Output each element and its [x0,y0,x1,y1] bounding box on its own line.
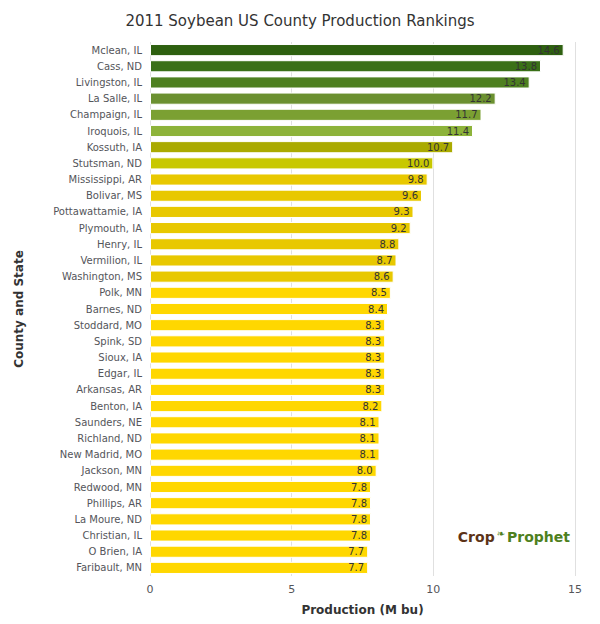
svg-text:8.1: 8.1 [360,417,376,428]
svg-text:Benton, IA: Benton, IA [90,401,142,412]
svg-text:Production (M bu): Production (M bu) [301,603,423,617]
svg-text:0: 0 [147,583,154,596]
svg-text:Stoddard, MO: Stoddard, MO [74,320,142,331]
svg-text:O Brien, IA: O Brien, IA [89,546,143,557]
svg-text:Crop: Crop [458,529,495,545]
svg-text:7.8: 7.8 [351,498,367,509]
svg-text:Redwood, MN: Redwood, MN [74,482,142,493]
svg-text:10.0: 10.0 [407,158,429,169]
svg-text:Bolivar, MS: Bolivar, MS [86,190,142,201]
svg-text:8.1: 8.1 [360,433,376,444]
svg-text:Christian, IL: Christian, IL [83,530,143,541]
svg-text:8.3: 8.3 [365,336,381,347]
svg-text:8.3: 8.3 [365,384,381,395]
svg-text:7.8: 7.8 [351,530,367,541]
svg-text:11.7: 11.7 [455,109,477,120]
svg-text:8.6: 8.6 [374,271,390,282]
svg-text:Phillips, AR: Phillips, AR [87,498,142,509]
svg-text:8.2: 8.2 [362,401,378,412]
svg-text:Pottawattamie, IA: Pottawattamie, IA [53,206,142,217]
svg-text:9.2: 9.2 [391,223,407,234]
svg-text:Plymouth, IA: Plymouth, IA [79,223,142,234]
svg-text:New Madrid, MO: New Madrid, MO [60,449,142,460]
svg-text:Vermilion, IL: Vermilion, IL [80,255,142,266]
svg-text:8.4: 8.4 [368,304,384,315]
svg-text:Washington, MS: Washington, MS [62,271,142,282]
svg-text:7.7: 7.7 [348,562,364,573]
svg-text:Edgar, IL: Edgar, IL [98,368,143,379]
svg-text:La Salle, IL: La Salle, IL [88,93,142,104]
svg-text:Henry, IL: Henry, IL [97,239,142,250]
svg-text:County and State: County and State [12,250,26,368]
svg-text:Saunders, NE: Saunders, NE [75,417,142,428]
svg-text:Mississippi, AR: Mississippi, AR [69,174,142,185]
svg-text:❧: ❧ [497,528,505,539]
svg-text:13.4: 13.4 [503,77,525,88]
svg-text:8.5: 8.5 [371,287,387,298]
svg-text:8.1: 8.1 [360,449,376,460]
svg-text:15: 15 [568,583,582,596]
svg-text:7.8: 7.8 [351,482,367,493]
svg-text:8.0: 8.0 [357,465,373,476]
svg-text:13.8: 13.8 [515,61,537,72]
svg-text:8.3: 8.3 [365,352,381,363]
svg-text:Prophet: Prophet [507,529,570,545]
svg-text:Jackson, MN: Jackson, MN [81,465,143,476]
svg-text:8.3: 8.3 [365,368,381,379]
svg-text:10: 10 [426,583,440,596]
svg-text:12.2: 12.2 [469,93,491,104]
svg-text:Barnes, ND: Barnes, ND [86,304,142,315]
svg-text:Stutsman, ND: Stutsman, ND [73,158,143,169]
svg-text:Richland, ND: Richland, ND [77,433,142,444]
svg-text:2011 Soybean US County Product: 2011 Soybean US County Production Rankin… [125,12,474,30]
svg-text:11.4: 11.4 [447,126,469,137]
svg-text:7.7: 7.7 [348,546,364,557]
svg-text:5: 5 [288,583,295,596]
svg-text:9.8: 9.8 [408,174,424,185]
svg-text:Faribault, MN: Faribault, MN [76,562,142,573]
svg-text:Polk, MN: Polk, MN [99,287,142,298]
svg-text:8.8: 8.8 [379,239,395,250]
svg-text:Mclean, IL: Mclean, IL [92,45,143,56]
svg-text:Iroquois, IL: Iroquois, IL [87,126,142,137]
svg-text:9.3: 9.3 [394,206,410,217]
svg-text:Livingston, IL: Livingston, IL [76,77,143,88]
svg-text:10.7: 10.7 [427,142,449,153]
svg-text:La Moure, ND: La Moure, ND [74,514,142,525]
svg-text:Cass, ND: Cass, ND [97,61,142,72]
svg-text:Kossuth, IA: Kossuth, IA [87,142,143,153]
svg-text:Sioux, IA: Sioux, IA [98,352,142,363]
svg-text:14.6: 14.6 [537,45,559,56]
svg-text:Arkansas, AR: Arkansas, AR [76,384,142,395]
svg-text:7.8: 7.8 [351,514,367,525]
svg-text:8.3: 8.3 [365,320,381,331]
svg-text:Champaign, IL: Champaign, IL [70,109,142,120]
svg-text:Spink, SD: Spink, SD [94,336,142,347]
svg-text:8.7: 8.7 [377,255,393,266]
svg-text:9.6: 9.6 [402,190,418,201]
